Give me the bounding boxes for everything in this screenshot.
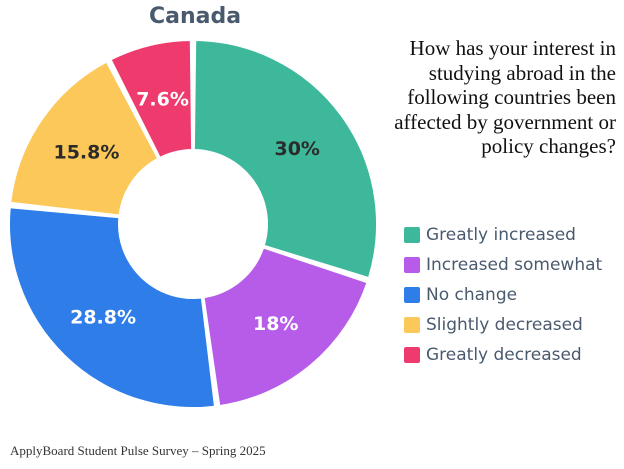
data-label-no-change: 28.8% [70, 306, 136, 328]
legend-item-no-change: No change [404, 280, 602, 310]
legend-swatch [404, 287, 420, 303]
legend-label: Greatly decreased [426, 345, 582, 365]
legend-label: No change [426, 285, 518, 305]
legend-item-slightly-decreased: Slightly decreased [404, 310, 602, 340]
legend-item-increased-somewhat: Increased somewhat [404, 250, 602, 280]
legend-swatch [404, 317, 420, 333]
donut-slice-greatly-increased [192, 39, 378, 280]
chart-title: Canada [148, 4, 242, 29]
data-label-increased-somewhat: 18% [253, 313, 298, 335]
donut-slice-no-change [8, 206, 217, 409]
donut-slice-increased-somewhat [202, 246, 369, 408]
legend-label: Increased somewhat [426, 255, 603, 275]
data-label-slightly-decreased: 15.8% [53, 141, 119, 163]
legend-swatch [404, 257, 420, 273]
data-label-greatly-decreased: 7.6% [136, 89, 189, 111]
legend-label: Greatly increased [426, 225, 576, 245]
legend-swatch [404, 347, 420, 363]
source-note: ApplyBoard Student Pulse Survey – Spring… [10, 443, 266, 458]
legend-swatch [404, 227, 420, 243]
chart-question: How has your interest in studying abroad… [394, 36, 616, 159]
data-label-greatly-increased: 30% [274, 138, 319, 160]
legend: Greatly increased Increased somewhat No ch… [404, 220, 602, 370]
donut-slice-slightly-decreased [9, 60, 160, 217]
legend-item-greatly-increased: Greatly increased [404, 220, 602, 250]
legend-item-greatly-decreased: Greatly decreased [404, 340, 602, 370]
donut-slice-greatly-decreased [109, 39, 194, 160]
legend-label: Slightly decreased [426, 315, 583, 335]
donut-chart: 30% 18% 28.8% 15.8% 7.6% [8, 39, 378, 409]
